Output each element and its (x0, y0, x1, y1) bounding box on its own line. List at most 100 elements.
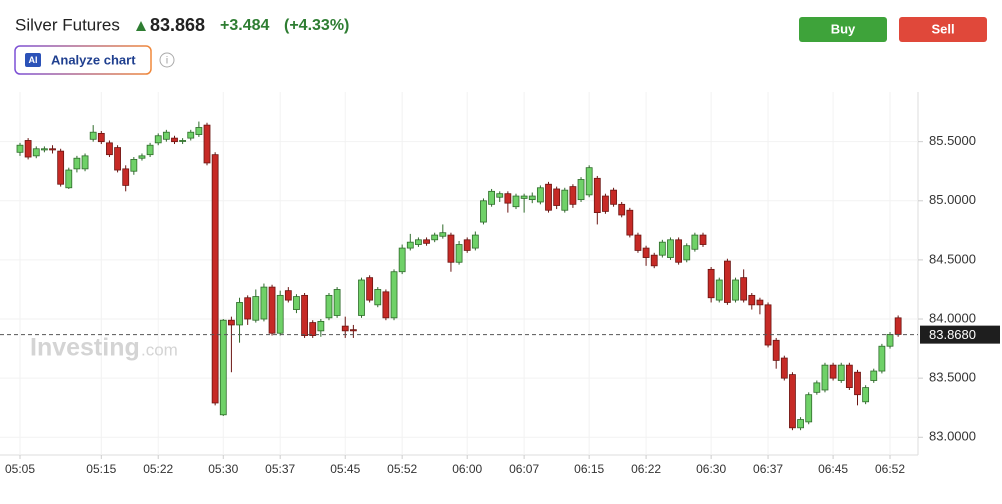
candle-body (390, 271, 398, 319)
candle-body (122, 168, 130, 186)
change: +3.484 (220, 17, 269, 34)
watermark: Investing .com (30, 334, 178, 362)
ai-badge (25, 53, 41, 67)
candle-body (593, 177, 601, 214)
candle-body (536, 187, 544, 203)
candle-body (569, 186, 577, 205)
candle-body (211, 154, 219, 404)
candle-body (415, 239, 422, 245)
y-tick-label: 83.5000 (929, 370, 976, 385)
x-tick-label: 05:45 (330, 462, 360, 476)
candle-body (455, 244, 463, 263)
buy-button[interactable] (799, 17, 887, 42)
candle-body (179, 140, 187, 142)
candle-body (675, 239, 683, 263)
candle-body (496, 193, 504, 198)
candle-body (618, 203, 626, 216)
candle-body (81, 155, 89, 170)
candle-body (439, 232, 447, 237)
candle-body (813, 382, 821, 393)
candle-body (667, 239, 674, 258)
candle-body (585, 167, 593, 196)
y-tick-label: 85.5000 (929, 133, 976, 148)
candle-body (854, 371, 861, 396)
x-tick-label: 05:22 (143, 462, 173, 476)
y-tick-label: 84.5000 (929, 251, 976, 266)
up-arrow (136, 21, 146, 31)
candle-body (683, 245, 691, 261)
candle-body (504, 193, 512, 204)
info-icon[interactable] (159, 52, 175, 68)
x-tick-label: 05:52 (387, 462, 417, 476)
grid (0, 92, 918, 455)
candle-body (32, 148, 40, 157)
candle-body (878, 345, 886, 372)
candle-body (73, 157, 81, 170)
candle-body (146, 144, 154, 156)
x-tick-label: 05:05 (5, 462, 35, 476)
candle-body (488, 190, 495, 205)
candle-body (341, 325, 349, 332)
analyze-button[interactable] (14, 45, 152, 75)
candle-body (520, 195, 528, 199)
candle-body (602, 195, 609, 212)
candle-body (130, 158, 138, 172)
candle-body (715, 279, 723, 301)
candle-body (57, 150, 65, 185)
analyze-label: Analyze chart (51, 52, 136, 67)
candle-body (195, 127, 203, 135)
candle-body (374, 289, 382, 306)
candle-body (805, 394, 813, 423)
candle-body (447, 234, 455, 263)
candle-body (244, 297, 252, 320)
candle-body (382, 291, 390, 319)
candle-body (471, 234, 479, 249)
x-tick-label: 06:07 (509, 462, 539, 476)
sell-button[interactable] (899, 17, 987, 42)
candle-body (829, 364, 837, 379)
ai-badge-text: AI (29, 55, 38, 65)
candle-body (333, 289, 341, 316)
x-tick-label: 06:52 (875, 462, 905, 476)
candle-body (862, 387, 870, 403)
price: 83.868 (150, 15, 205, 35)
candle-body (16, 144, 24, 153)
candle-body (276, 294, 284, 334)
candle-body (154, 135, 162, 144)
y-tick-label: 85.0000 (929, 192, 976, 207)
change-percent: (+4.33%) (284, 17, 349, 34)
candle-body (358, 279, 365, 316)
candle-body (463, 239, 471, 251)
candle-body (309, 322, 317, 336)
candle-body (545, 183, 552, 211)
candle-body (789, 374, 796, 429)
candle-body (577, 179, 585, 200)
candle-body (650, 254, 658, 267)
candle-body (528, 195, 536, 200)
x-tick-label: 06:15 (574, 462, 604, 476)
candle-body (553, 188, 561, 206)
candle-body (561, 189, 569, 211)
candle-body (764, 304, 772, 346)
candle-body (293, 296, 300, 310)
x-tick-label: 06:30 (696, 462, 726, 476)
candle-body (723, 260, 731, 303)
x-tick-label: 06:45 (818, 462, 848, 476)
candle-body (366, 277, 374, 301)
candle-body (797, 419, 804, 429)
candle-body (203, 124, 211, 164)
candle-body (49, 148, 56, 151)
candle-body (325, 294, 333, 319)
candle-body (24, 140, 32, 158)
candle-body (349, 329, 357, 332)
candle-body (187, 131, 195, 139)
candle-body (748, 294, 756, 306)
candle-body (740, 277, 748, 301)
candle-body (89, 131, 97, 140)
candle-body (480, 200, 487, 223)
candle-body (406, 241, 414, 249)
last-price-box (920, 325, 1000, 344)
